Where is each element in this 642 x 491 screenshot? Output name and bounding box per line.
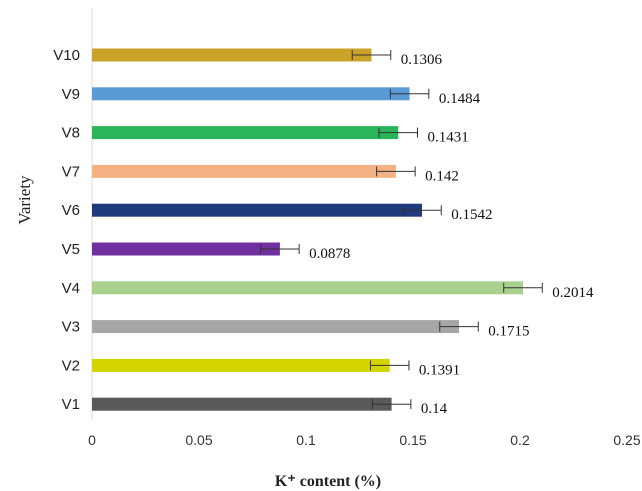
error-bar-v4 xyxy=(503,282,543,293)
bar-v3 xyxy=(92,320,460,334)
error-bar-v2 xyxy=(369,360,410,371)
bar-v9 xyxy=(92,87,410,101)
error-bars xyxy=(260,50,543,410)
error-bar-v1 xyxy=(371,399,412,410)
category-label-v4: V4 xyxy=(62,280,80,297)
bars xyxy=(92,48,523,411)
x-tick-labels: 0 0.05 0.1 0.15 0.2 0.25 xyxy=(88,432,641,448)
category-label-v10: V10 xyxy=(53,47,80,64)
data-label-v7: 0.142 xyxy=(425,168,459,184)
data-label-v4: 0.2014 xyxy=(552,285,594,301)
category-label-v6: V6 xyxy=(62,202,80,219)
error-bar-v3 xyxy=(439,321,479,332)
error-bar-v8 xyxy=(378,127,418,138)
error-bar-v10 xyxy=(351,50,392,60)
data-label-v6: 0.1542 xyxy=(451,207,492,223)
category-label-v7: V7 xyxy=(62,163,80,180)
x-axis-title: K⁺ content (%) xyxy=(275,473,381,490)
category-label-v3: V3 xyxy=(62,319,80,336)
category-label-v9: V9 xyxy=(62,86,80,103)
bar-v8 xyxy=(92,126,399,140)
category-label-v5: V5 xyxy=(62,241,80,258)
category-label-v2: V2 xyxy=(62,357,80,374)
error-bar-v9 xyxy=(389,88,430,99)
error-bar-v6 xyxy=(402,205,442,216)
error-bar-v5 xyxy=(260,244,300,254)
data-label-v1: 0.14 xyxy=(421,401,448,417)
data-label-v10: 0.1306 xyxy=(401,52,443,68)
bar-v7 xyxy=(92,164,396,178)
x-tick-label: 0 xyxy=(88,432,96,448)
bar-v5 xyxy=(92,242,280,256)
data-label-v3: 0.1715 xyxy=(488,324,529,340)
category-label-v8: V8 xyxy=(62,125,80,142)
bar-v4 xyxy=(92,281,523,295)
category-labels: V1 V2 V3 V4 V5 V6 V7 V8 V9 V10 xyxy=(53,47,80,413)
bar-v6 xyxy=(92,203,422,217)
category-label-v1: V1 xyxy=(62,396,80,413)
x-tick-label: 0.25 xyxy=(613,432,640,448)
data-label-v8: 0.1431 xyxy=(427,130,468,146)
y-axis-title: Variety xyxy=(15,175,34,225)
x-tick-label: 0.1 xyxy=(296,432,316,448)
error-bar-v7 xyxy=(376,166,416,177)
x-tick-label: 0.2 xyxy=(510,432,530,448)
bar-v1 xyxy=(92,397,392,411)
bar-v2 xyxy=(92,358,390,372)
x-tick-label: 0.05 xyxy=(185,432,212,448)
data-label-v5: 0.0878 xyxy=(309,246,350,262)
bar-v10 xyxy=(92,48,372,62)
data-label-v9: 0.1484 xyxy=(439,91,481,107)
data-label-v2: 0.1391 xyxy=(419,362,460,378)
data-labels: 0.14 0.1391 0.1715 0.2014 0.0878 0.1542 0.142 0… xyxy=(309,52,594,417)
x-tick-label: 0.15 xyxy=(399,432,426,448)
